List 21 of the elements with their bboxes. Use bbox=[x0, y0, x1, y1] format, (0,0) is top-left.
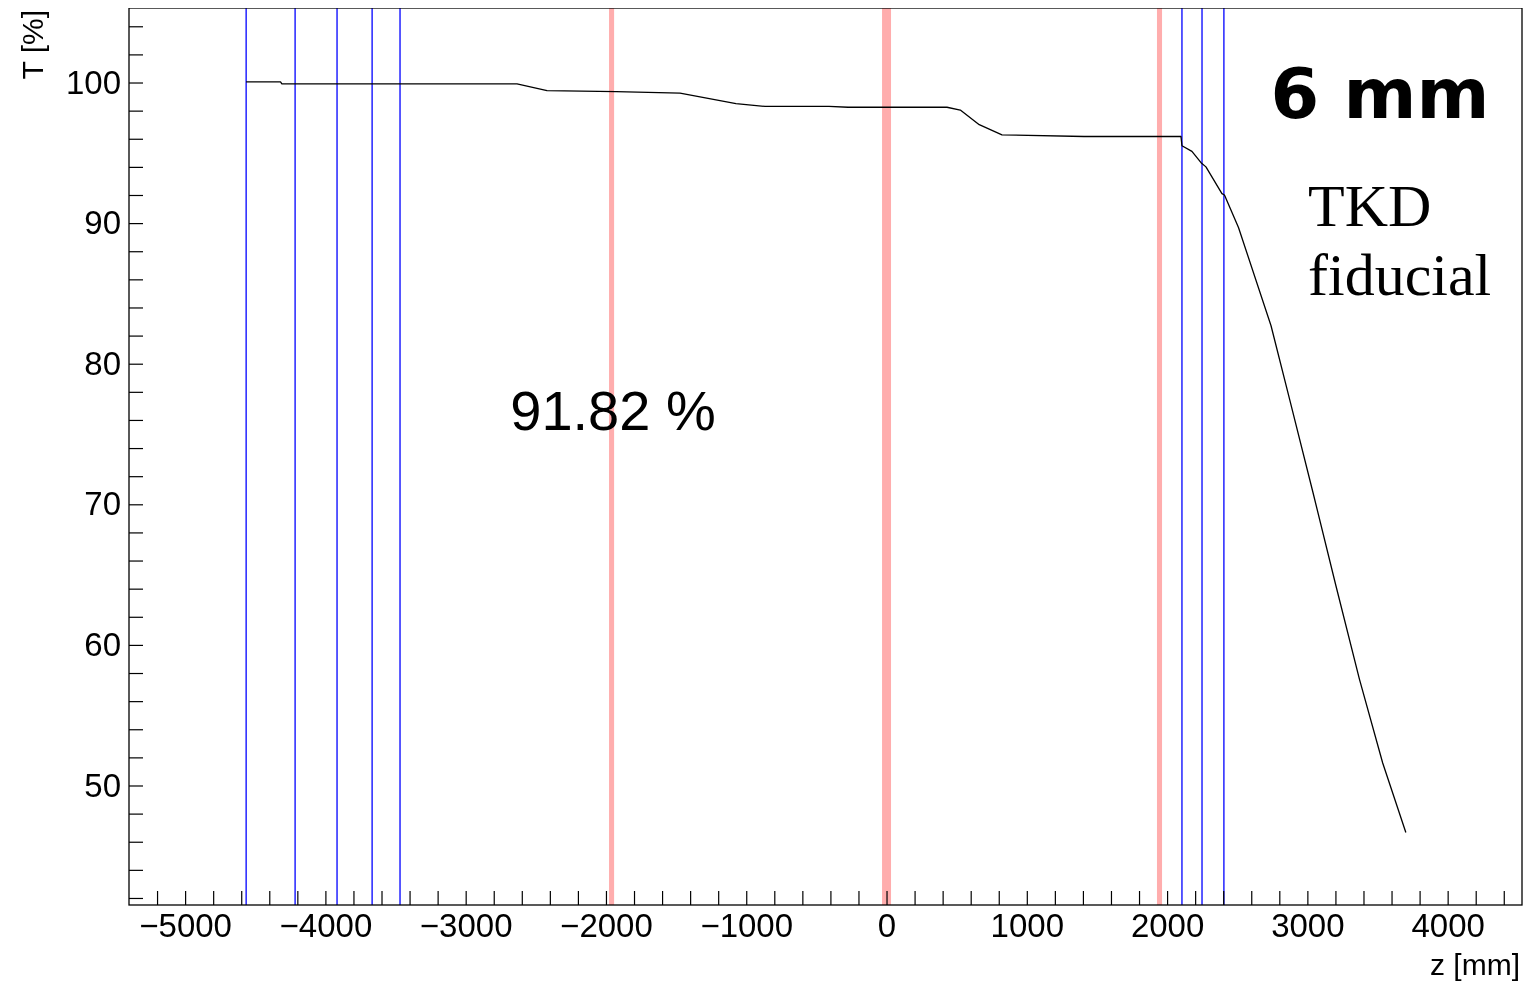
x-tick-label: 2000 bbox=[1130, 907, 1205, 945]
x-tick-label: −2000 bbox=[560, 907, 653, 945]
annotation: 6 mm bbox=[1270, 53, 1490, 135]
x-tick-label: 3000 bbox=[1271, 907, 1345, 945]
annotation: TKD fiducial bbox=[1308, 173, 1492, 308]
y-tick-label: 90 bbox=[84, 204, 121, 242]
x-axis-title: z [mm] bbox=[1430, 948, 1520, 981]
annotation: 91.82 % bbox=[510, 379, 716, 442]
x-tick-label: −5000 bbox=[139, 907, 232, 945]
x-tick-label: 0 bbox=[877, 907, 897, 945]
y-axis-title: T [%] bbox=[16, 10, 49, 80]
x-tick-label: 4000 bbox=[1411, 907, 1485, 945]
x-tick-label: −1000 bbox=[700, 907, 794, 945]
y-tick-label: 70 bbox=[84, 485, 121, 523]
y-tick-label: 80 bbox=[84, 344, 121, 382]
x-tick-label: 1000 bbox=[990, 907, 1065, 945]
y-tick-label: 100 bbox=[65, 63, 121, 101]
x-tick-label: −3000 bbox=[419, 907, 513, 945]
x-tick-label: −4000 bbox=[279, 907, 373, 945]
y-tick-label: 60 bbox=[84, 625, 121, 663]
y-tick-label: 50 bbox=[84, 766, 121, 804]
